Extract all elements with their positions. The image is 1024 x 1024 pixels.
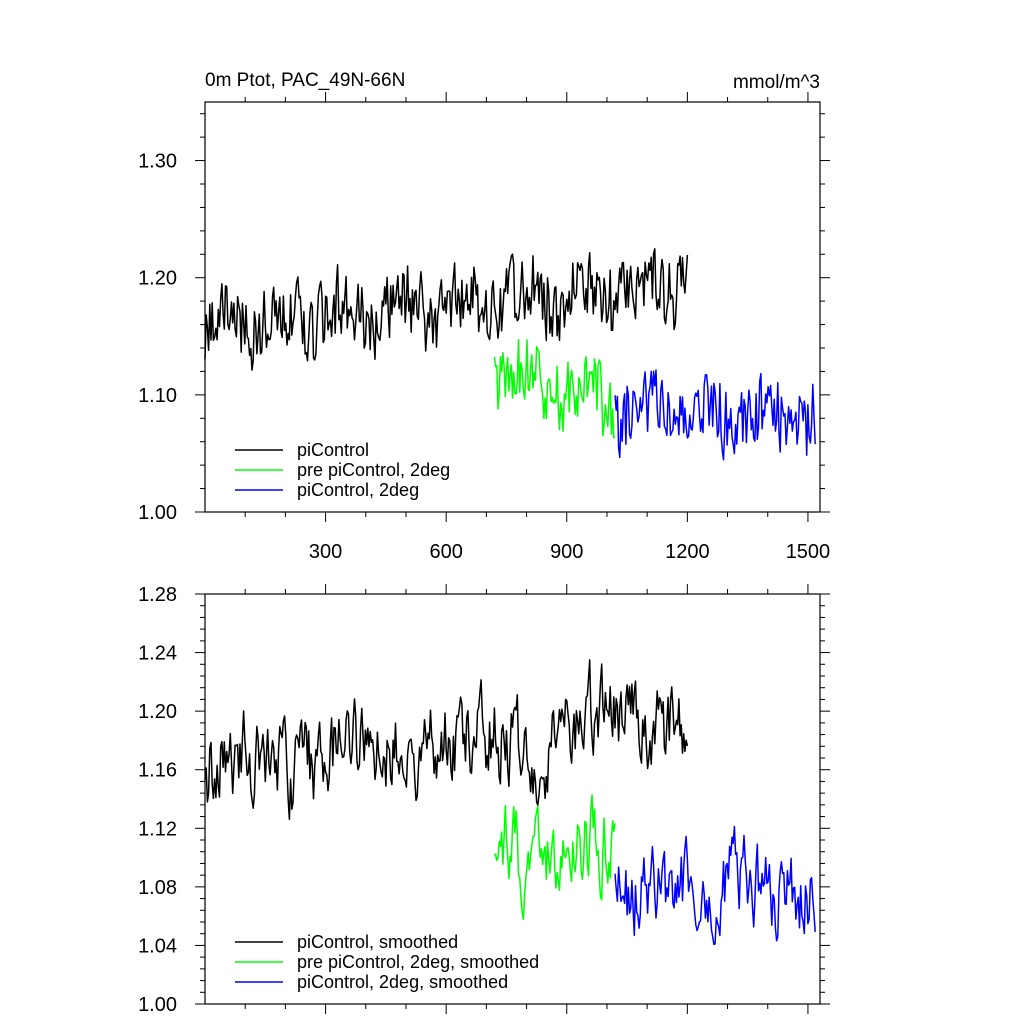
y-tick-label: 1.00 — [138, 502, 177, 524]
x-tick-label: 300 — [309, 541, 342, 563]
legend-label: piControl — [297, 440, 369, 460]
y-tick-label: 1.20 — [138, 701, 177, 723]
units-label: mmol/m^3 — [733, 72, 820, 93]
legend-label: pre piControl, 2deg, smoothed — [297, 952, 539, 972]
y-tick-label: 1.20 — [138, 268, 177, 290]
x-tick-label: 1200 — [665, 541, 710, 563]
y-tick-label: 1.24 — [138, 643, 177, 665]
series-line-2 — [493, 794, 616, 921]
y-tick-label: 1.28 — [138, 584, 177, 606]
panel-1: 300 600 900 1200 1500 1.00 1.10 1.20 1.30 0m Ptot… — [138, 70, 830, 563]
y-tick-label: 1.04 — [138, 935, 177, 957]
legend-label: piControl, 2deg, smoothed — [297, 972, 508, 992]
y-tick-label: 1.12 — [138, 818, 177, 840]
y-tick-label: 1.08 — [138, 877, 177, 899]
legend-label: pre piControl, 2deg — [297, 460, 450, 480]
legend-label: piControl, smoothed — [297, 932, 458, 952]
plot-frame — [204, 101, 821, 513]
series-line-2 — [493, 339, 616, 439]
chart-title: 0m Ptot, PAC_49N-66N — [205, 70, 405, 91]
series-line-1 — [204, 659, 689, 821]
x-tick-label: 1500 — [786, 541, 831, 563]
series-line-3 — [614, 825, 816, 946]
x-tick-label: 600 — [429, 541, 462, 563]
y-tick-label: 1.00 — [138, 994, 177, 1016]
legend-label: piControl, 2deg — [297, 480, 419, 500]
x-tick-label: 900 — [550, 541, 583, 563]
series-line-1 — [204, 248, 689, 371]
plot-frame — [204, 593, 821, 1005]
y-tick-label: 1.10 — [138, 385, 177, 407]
series-line-3 — [614, 369, 816, 461]
y-tick-label: 1.30 — [138, 151, 177, 173]
panel-2: 1.00 1.04 1.08 1.12 1.16 1.20 1.24 1.28 piContro… — [138, 584, 830, 1016]
y-tick-label: 1.16 — [138, 760, 177, 782]
